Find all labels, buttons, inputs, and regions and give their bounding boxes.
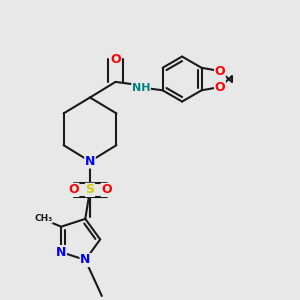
- Text: O: O: [110, 53, 121, 66]
- Text: S: S: [85, 183, 94, 196]
- Text: CH₃: CH₃: [34, 214, 52, 223]
- Text: O: O: [214, 64, 225, 77]
- Text: O: O: [68, 183, 79, 196]
- Text: N: N: [56, 246, 66, 259]
- Text: N: N: [80, 254, 91, 266]
- Text: NH: NH: [132, 83, 150, 94]
- Text: O: O: [214, 81, 225, 94]
- Text: N: N: [85, 155, 95, 168]
- Text: O: O: [101, 183, 112, 196]
